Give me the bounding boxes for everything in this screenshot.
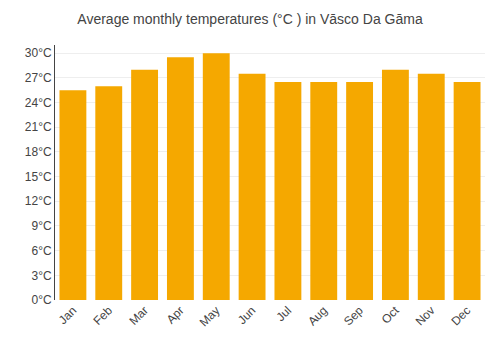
svg-text:Sep: Sep: [341, 303, 366, 328]
svg-text:18°C: 18°C: [25, 145, 52, 159]
svg-text:May: May: [197, 303, 223, 329]
svg-text:Feb: Feb: [91, 303, 116, 328]
svg-text:Aug: Aug: [305, 303, 330, 328]
svg-text:Nov: Nov: [413, 303, 438, 328]
svg-text:Dec: Dec: [448, 303, 473, 328]
svg-text:Jun: Jun: [235, 303, 259, 327]
svg-text:9°C: 9°C: [31, 219, 51, 233]
svg-text:30°C: 30°C: [25, 46, 52, 60]
svg-text:3°C: 3°C: [31, 269, 51, 283]
svg-text:Mar: Mar: [126, 303, 151, 328]
svg-text:Jan: Jan: [56, 303, 80, 327]
svg-text:Apr: Apr: [164, 303, 187, 326]
svg-text:Jul: Jul: [274, 303, 295, 324]
svg-text:27°C: 27°C: [25, 71, 52, 85]
svg-text:24°C: 24°C: [25, 96, 52, 110]
svg-text:21°C: 21°C: [25, 120, 52, 134]
svg-text:Average monthly temperatures (: Average monthly temperatures (°C ) in Vā…: [77, 11, 423, 27]
svg-text:0°C: 0°C: [31, 293, 51, 307]
svg-text:12°C: 12°C: [25, 194, 52, 208]
svg-text:6°C: 6°C: [31, 244, 51, 258]
svg-text:Oct: Oct: [379, 303, 403, 327]
svg-text:15°C: 15°C: [25, 170, 52, 184]
